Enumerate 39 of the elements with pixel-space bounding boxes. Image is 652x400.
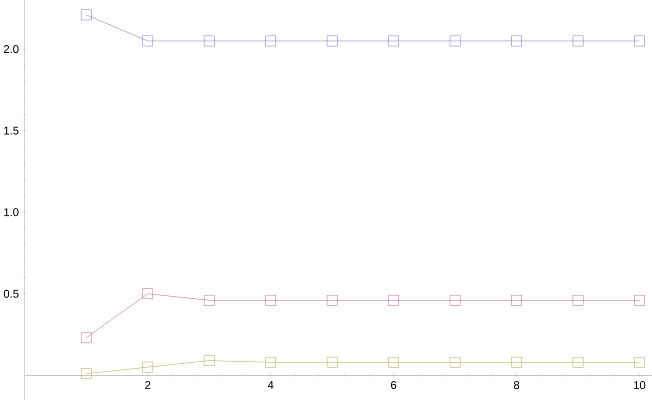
point: [388, 356, 399, 368]
point: [142, 362, 154, 372]
point: [265, 356, 276, 368]
x-tick-label: 8: [514, 381, 520, 390]
x-tick-label: 6: [391, 381, 396, 390]
y-tick-label: 1.5: [4, 126, 19, 135]
y-tick-label: 1.0: [4, 208, 19, 216]
point: [450, 294, 460, 306]
point: [80, 332, 92, 344]
point: [511, 356, 522, 368]
point: [572, 36, 584, 46]
point: [388, 294, 399, 306]
y-tick-label: 0.5: [4, 290, 19, 298]
point: [634, 356, 645, 368]
point: [388, 36, 399, 46]
point: [326, 356, 338, 368]
point: [450, 356, 460, 368]
point: [142, 36, 154, 46]
point: [326, 36, 338, 46]
point: [634, 36, 645, 46]
point: [204, 294, 215, 306]
point: [634, 294, 645, 306]
point: [511, 36, 522, 46]
point: [265, 294, 276, 306]
x-tick-label: 4: [268, 381, 274, 389]
point: [80, 368, 92, 379]
point: [80, 10, 92, 20]
point: [142, 288, 154, 300]
point: [511, 294, 522, 306]
point: [572, 294, 584, 306]
x-tick-label: 10: [634, 381, 646, 390]
x-tick-label: 2: [145, 381, 150, 389]
point: [450, 36, 460, 46]
point: [204, 355, 215, 366]
point: [204, 36, 215, 46]
point: [265, 36, 276, 46]
y-tick-label: 2.0: [4, 45, 19, 54]
point: [572, 356, 584, 368]
point: [326, 294, 338, 306]
